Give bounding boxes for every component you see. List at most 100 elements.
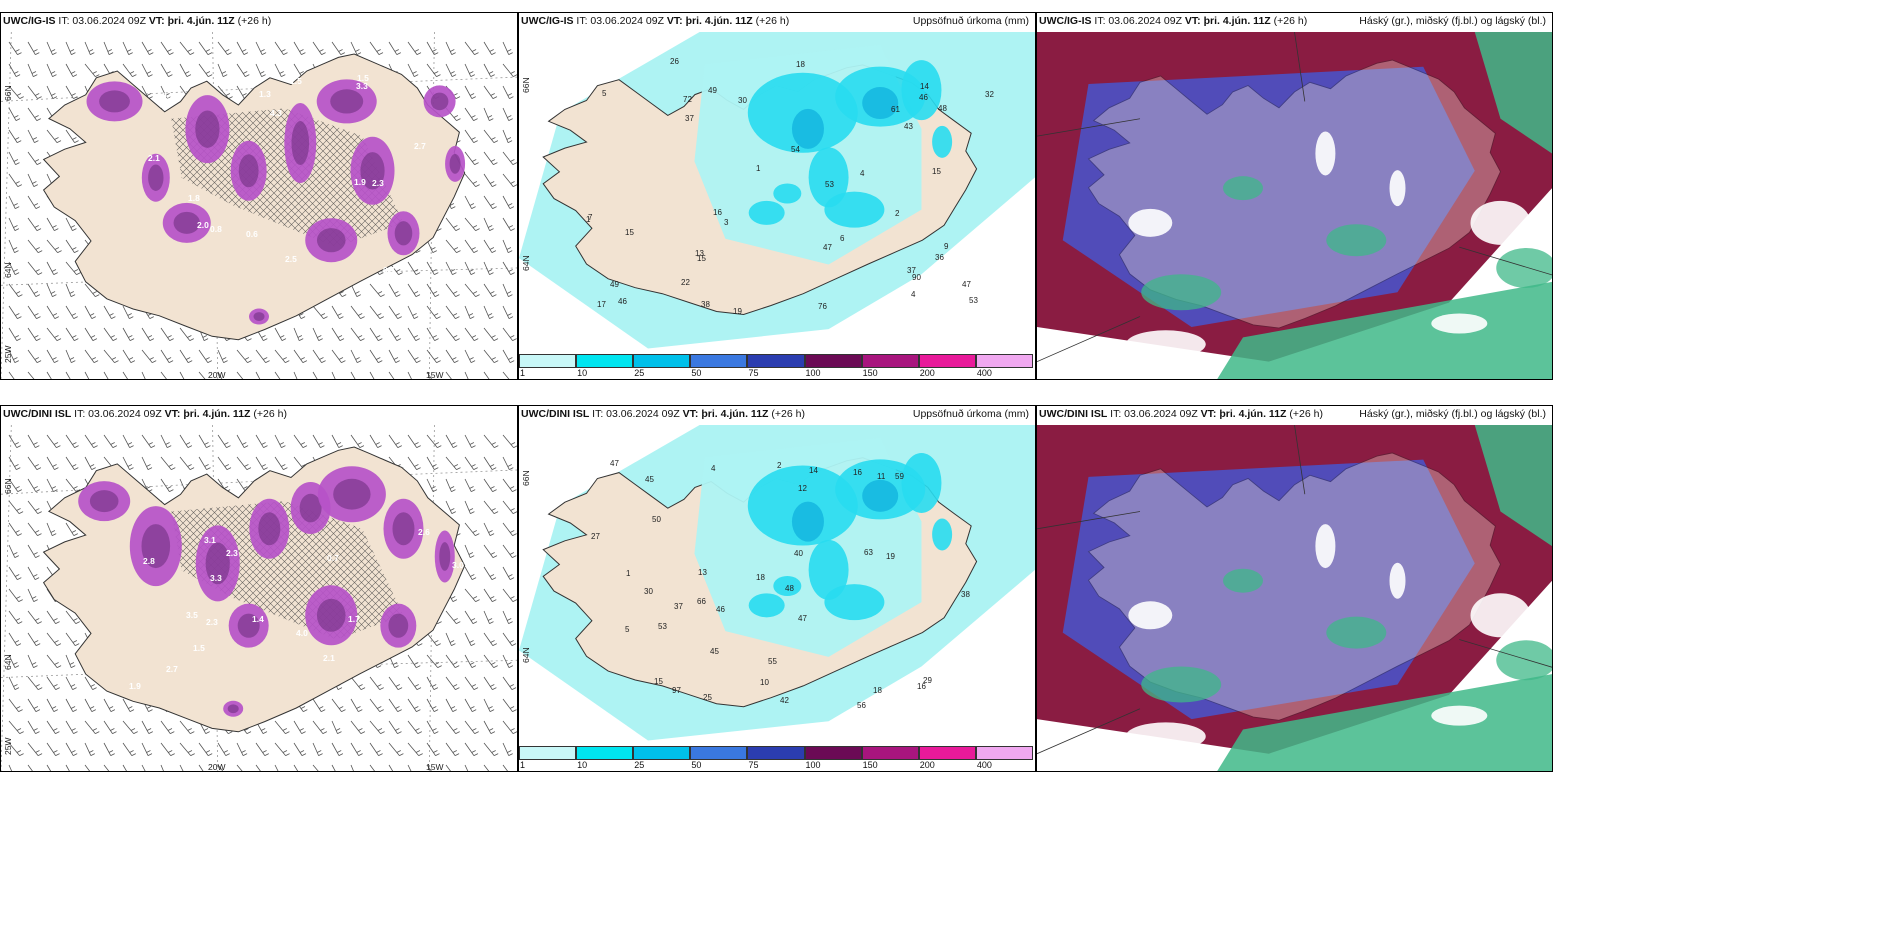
colorbar-segment xyxy=(576,746,634,760)
colorbar-tick: 25 xyxy=(634,760,645,770)
precip-value-label: 11 xyxy=(877,472,886,481)
high-cloud-patch xyxy=(1223,568,1263,593)
precip-value-label: 61 xyxy=(891,105,900,114)
precip-value-label: 46 xyxy=(716,605,725,614)
graticule xyxy=(1,32,517,379)
hatched-area xyxy=(171,108,404,248)
precip-colorbar: 1 10 25 50 75 100 150 200 400 xyxy=(519,353,1035,379)
axis-label: 66N xyxy=(521,77,531,93)
wind-speed-label: 2.6 xyxy=(418,527,430,537)
precip-area xyxy=(748,200,785,225)
bottom-panel-2: UWC/DINI ISL IT: 03.06.2024 09Z VT: þri.… xyxy=(518,405,1036,772)
panel-title: Uppsöfnuð úrkoma (mm) xyxy=(912,408,1029,420)
wind-speed-label: 1.5 xyxy=(357,73,369,83)
colorbar-segment xyxy=(861,746,919,760)
clear-sky-patch xyxy=(1431,705,1488,726)
precip-value-label: 36 xyxy=(935,253,944,262)
precip-value-label: 97 xyxy=(672,686,681,695)
precip-value-label: 46 xyxy=(618,297,627,306)
precip-value-label: 43 xyxy=(904,122,913,131)
init-time: IT: 03.06.2024 09Z xyxy=(592,408,680,420)
valid-label: VT: xyxy=(148,15,165,27)
colorbar-tick: 1 xyxy=(520,760,526,770)
colorbar-segment xyxy=(804,354,862,368)
precip-value-label: 45 xyxy=(710,647,719,656)
wind-speed-label: 1.9 xyxy=(129,681,141,691)
colorbar-tick: 400 xyxy=(976,760,992,770)
precip-value-label: 50 xyxy=(652,515,661,524)
wind-speed-label: 1.4 xyxy=(252,614,264,624)
high-cloud-region xyxy=(1474,32,1552,154)
wind-speed-label: 1.8 xyxy=(188,193,200,203)
axis-label: 15W xyxy=(426,762,444,772)
precip-value-label: 63 xyxy=(864,548,873,557)
precip-value-label: 22 xyxy=(681,278,690,287)
colorbar-segment xyxy=(975,354,1033,368)
high-cloud-patch xyxy=(1496,640,1552,681)
precip-value-label: 47 xyxy=(798,614,807,623)
wind-speed-label: 0.7 xyxy=(383,265,395,275)
high-cloud-region xyxy=(1217,674,1552,771)
wind-speed-core xyxy=(439,542,451,571)
axis-label: 20W xyxy=(208,370,226,380)
colorbar-tick: 100 xyxy=(805,760,821,770)
model-name: UWC/DINI ISL xyxy=(3,408,72,420)
precip-value-label: 1 xyxy=(756,164,761,173)
precip-value-label: 48 xyxy=(785,584,794,593)
high-cloud-patch xyxy=(1326,224,1387,257)
precip-value-label: 53 xyxy=(969,296,978,305)
precip-value-label: 38 xyxy=(701,300,710,309)
precip-value-label: 27 xyxy=(591,532,600,541)
precip-value-label: 49 xyxy=(610,280,619,289)
high-cloud-region xyxy=(1474,425,1552,547)
model-name: UWC/DINI ISL xyxy=(521,408,590,420)
graticule xyxy=(1037,32,1552,363)
high-cloud-patch xyxy=(1141,274,1222,311)
precip-value-label: 18 xyxy=(873,686,882,695)
graticule xyxy=(1037,425,1552,755)
axis-label: 64N xyxy=(521,255,531,271)
model-name: UWC/DINI ISL xyxy=(1039,408,1108,420)
colorbar-segment xyxy=(633,354,691,368)
colorbar-tick: 25 xyxy=(634,368,645,378)
colorbar-tick: 150 xyxy=(862,368,878,378)
map xyxy=(1,425,517,771)
wind-speed-core xyxy=(316,598,346,632)
colorbar-segment xyxy=(519,354,577,368)
precip-area xyxy=(901,60,942,121)
axis-label: 66N xyxy=(3,85,13,101)
precip-value-label: 72 xyxy=(683,95,692,104)
precip-value-label: 47 xyxy=(962,280,971,289)
precip-value-label: 32 xyxy=(985,90,994,99)
map xyxy=(1037,425,1552,771)
wind-speed-label: 3.5 xyxy=(186,610,198,620)
precip-value-label: 54 xyxy=(791,145,800,154)
valid-label: VT: xyxy=(164,408,181,420)
precip-value-label: 12 xyxy=(798,484,807,493)
wind-speed-core xyxy=(388,613,409,638)
clear-sky-patch xyxy=(1389,562,1406,599)
precip-value-label: 53 xyxy=(825,180,834,189)
panel-title: Háský (gr.), miðský (fj.bl.) og lágský (… xyxy=(1359,15,1546,27)
precip-value-label: 13 xyxy=(695,249,704,258)
high-cloud-patch xyxy=(1496,247,1552,288)
colorbar-tick: 150 xyxy=(862,760,878,770)
wind-speed-label: 0.4 xyxy=(436,241,448,251)
lead-time: (+26 h) xyxy=(771,408,805,420)
top-panel-1: UWC/IG-IS IT: 03.06.2024 09Z VT: þri. 4.… xyxy=(0,12,518,380)
precip-colorbar: 1 10 25 50 75 100 150 200 400 xyxy=(519,745,1035,771)
mid-cloud-region xyxy=(1062,66,1475,327)
wind-speed-core xyxy=(330,89,364,114)
clear-sky-patch xyxy=(1315,524,1336,569)
precip-value-label: 16 xyxy=(853,468,862,477)
precip-value-label: 16 xyxy=(713,208,722,217)
wind-speed-label: 1.7 xyxy=(348,614,360,624)
wind-speed-label: 1.9 xyxy=(354,177,366,187)
precip-value-label: 16 xyxy=(917,682,926,691)
precip-area xyxy=(932,518,953,551)
axis-label: 64N xyxy=(3,654,13,670)
panel-header: UWC/IG-IS IT: 03.06.2024 09Z VT: þri. 4.… xyxy=(1039,15,1548,31)
precip-area xyxy=(773,576,802,596)
precip-value-label: 29 xyxy=(923,676,932,685)
wind-speed-label: 3.1 xyxy=(204,535,216,545)
